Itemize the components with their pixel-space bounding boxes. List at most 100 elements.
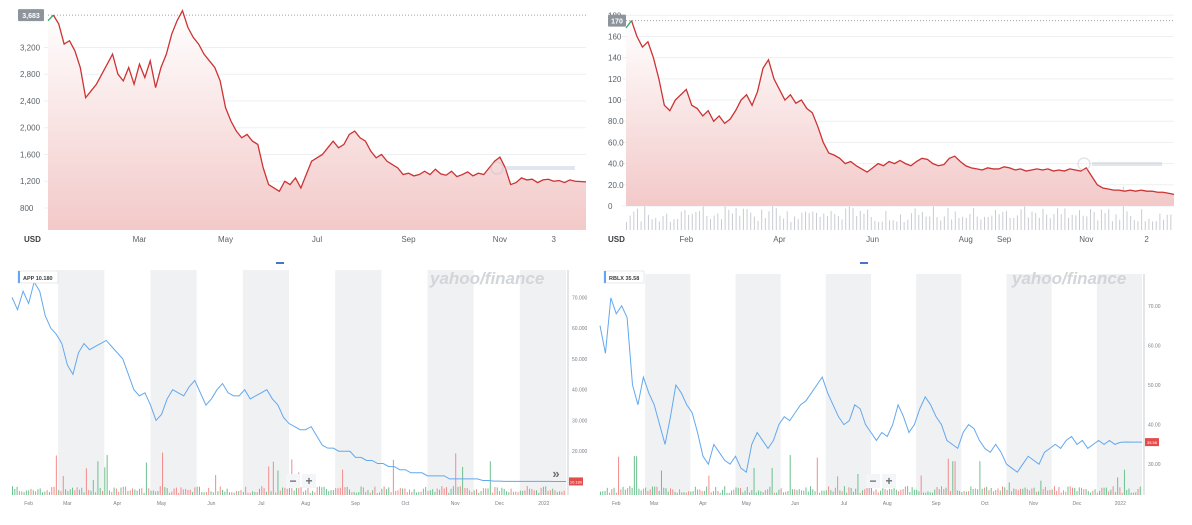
chart-panel-2: 18016014012010080.060.040.020.00170FebAp… bbox=[596, 0, 1192, 258]
volume-bar bbox=[951, 219, 953, 230]
zoom-in-button[interactable]: + bbox=[882, 474, 896, 488]
volume-bar bbox=[977, 489, 979, 495]
zoom-out-button[interactable]: − bbox=[866, 474, 880, 488]
volume-bar bbox=[494, 487, 496, 495]
volume-bar bbox=[1040, 480, 1042, 495]
volume-bar bbox=[925, 216, 927, 230]
volume-bar bbox=[791, 489, 793, 495]
volume-bar bbox=[189, 489, 191, 495]
volume-bar bbox=[83, 492, 85, 495]
volume-bar bbox=[697, 489, 699, 495]
volume-bar bbox=[907, 219, 909, 230]
volume-bar bbox=[767, 489, 769, 495]
y-tick-label: 120 bbox=[608, 75, 622, 84]
x-tick-label: Sep bbox=[401, 235, 416, 244]
volume-bar bbox=[649, 489, 651, 495]
volume-bar bbox=[72, 487, 74, 495]
volume-bar bbox=[132, 488, 134, 495]
range-indicator bbox=[860, 262, 868, 264]
x-tick-label: 2022 bbox=[1115, 501, 1126, 507]
zoom-out-button[interactable]: − bbox=[286, 474, 300, 488]
volume-bar bbox=[1049, 218, 1051, 230]
volume-bar bbox=[889, 488, 891, 495]
volume-bar bbox=[1130, 215, 1132, 230]
volume-bar bbox=[828, 486, 830, 495]
volume-bar bbox=[867, 209, 869, 230]
volume-bar bbox=[515, 491, 517, 495]
y-tick-label: 2,400 bbox=[20, 97, 41, 106]
volume-bar bbox=[859, 492, 861, 495]
volume-bar bbox=[342, 469, 344, 495]
expand-button[interactable]: » bbox=[552, 466, 559, 481]
volume-bar bbox=[929, 492, 931, 495]
x-tick-label: Jul bbox=[258, 501, 264, 507]
volume-bar bbox=[510, 488, 512, 495]
volume-bar bbox=[1112, 486, 1114, 495]
volume-bar bbox=[1020, 209, 1022, 230]
volume-bar bbox=[850, 487, 852, 495]
legend: RBLX 35.58 bbox=[603, 270, 645, 284]
volume-bar bbox=[764, 218, 766, 230]
volume-bar bbox=[746, 208, 748, 230]
volume-bar bbox=[413, 489, 415, 495]
volume-bar bbox=[873, 491, 875, 495]
volume-bar bbox=[404, 488, 406, 495]
volume-bar bbox=[53, 486, 55, 495]
volume-bars bbox=[626, 181, 1172, 230]
volume-bar bbox=[950, 490, 952, 495]
y-tick-label: 30.000 bbox=[572, 418, 588, 424]
volume-bar bbox=[1069, 486, 1071, 495]
volume-bar bbox=[1024, 198, 1026, 230]
volume-bar bbox=[415, 492, 417, 495]
volume-bar bbox=[721, 489, 723, 495]
volume-bar bbox=[1058, 487, 1060, 495]
chart-watermark-icon bbox=[490, 161, 575, 175]
volume-bar bbox=[466, 488, 468, 495]
volume-bar bbox=[918, 491, 920, 495]
y-tick-label: 140 bbox=[608, 54, 622, 63]
volume-bar bbox=[455, 453, 457, 495]
volume-bar bbox=[1166, 214, 1168, 230]
chart-panel-4: 70.00 60.00 50.00 40.00 30.00 yahoo/finance RB… bbox=[596, 262, 1192, 520]
volume-bar bbox=[242, 491, 244, 495]
volume-bar bbox=[104, 467, 106, 495]
volume-bar bbox=[217, 491, 219, 495]
volume-bar bbox=[402, 488, 404, 495]
volume-bar bbox=[1011, 491, 1013, 495]
zoom-in-button[interactable]: + bbox=[302, 474, 316, 488]
volume-bar bbox=[726, 492, 728, 495]
volume-bar bbox=[18, 490, 20, 495]
volume-bar bbox=[316, 487, 318, 495]
volume-bar bbox=[717, 213, 719, 230]
month-bands bbox=[58, 270, 566, 495]
month-band bbox=[58, 270, 105, 495]
volume-bar bbox=[97, 461, 99, 495]
volume-bar bbox=[1121, 492, 1123, 495]
volume-bar bbox=[750, 212, 752, 230]
chart-panel-3: 70.000 60.000 50.000 40.000 30.000 20.000 yaho… bbox=[0, 262, 596, 520]
volume-bar bbox=[816, 457, 818, 495]
volume-bar bbox=[319, 486, 321, 495]
volume-bar bbox=[839, 490, 841, 495]
volume-bar bbox=[773, 492, 775, 495]
x-tick-label: Nov bbox=[1079, 235, 1093, 244]
x-tick-label: Sep bbox=[932, 501, 941, 507]
volume-bar bbox=[1155, 221, 1157, 230]
x-tick-label: Apr bbox=[773, 235, 786, 244]
volume-bar bbox=[651, 219, 653, 230]
volume-bar bbox=[559, 491, 561, 495]
volume-bar bbox=[670, 488, 672, 495]
volume-bar bbox=[916, 489, 918, 495]
volume-bar bbox=[1038, 217, 1040, 230]
volume-bar bbox=[374, 486, 376, 495]
month-band bbox=[645, 274, 691, 495]
chart-3: 70.000 60.000 50.000 40.000 30.000 20.000 yaho… bbox=[11, 262, 588, 507]
volume-bar bbox=[706, 486, 708, 495]
volume-bar bbox=[719, 492, 721, 495]
volume-bar bbox=[622, 486, 624, 495]
volume-bar bbox=[69, 489, 71, 495]
volume-bar bbox=[538, 492, 540, 495]
volume-bar bbox=[913, 489, 915, 495]
volume-bar bbox=[388, 487, 390, 495]
volume-bar bbox=[58, 490, 60, 495]
